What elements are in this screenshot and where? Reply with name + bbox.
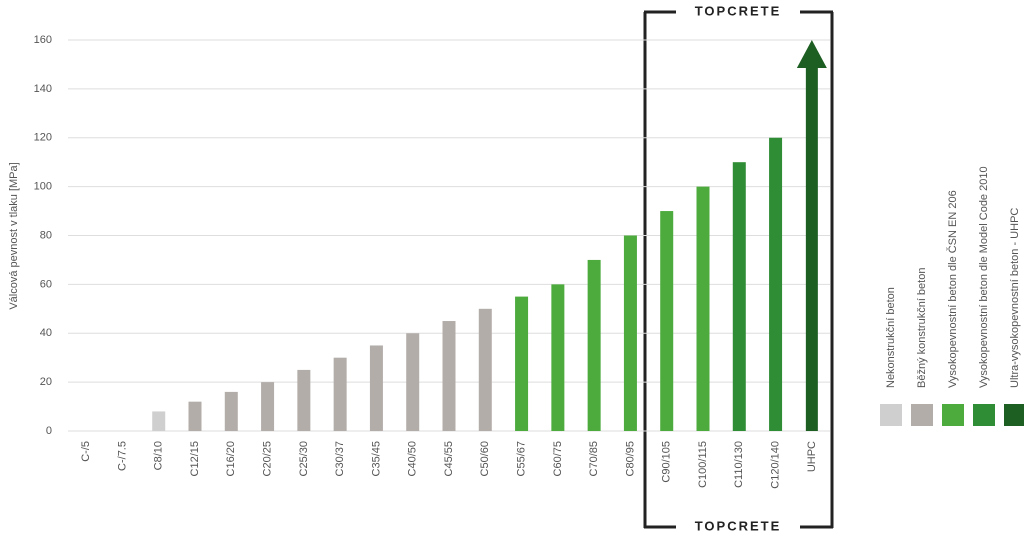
bar: [224, 391, 238, 431]
bar: [551, 284, 565, 431]
legend-swatch: [973, 404, 995, 426]
legend-label: Vysokopevnostní beton dle Model Code 201…: [978, 166, 990, 388]
y-tick-label: 80: [40, 229, 52, 241]
x-tick-label: C-/7.5: [116, 441, 128, 471]
y-tick-label: 100: [34, 181, 52, 193]
bar: [261, 382, 275, 431]
x-tick-label: C8/10: [153, 441, 165, 470]
annotation: TOPCRETE: [695, 518, 782, 533]
y-tick-label: 140: [34, 83, 52, 95]
legend-swatch: [880, 404, 902, 426]
y-tick-label: 0: [46, 425, 52, 437]
y-tick-label: 40: [40, 327, 52, 339]
y-tick-label: 120: [34, 132, 52, 144]
y-tick-label: 60: [40, 278, 52, 290]
x-tick-label: C100/115: [697, 441, 709, 488]
bar: [769, 137, 783, 431]
x-tick-label: C110/130: [733, 441, 745, 488]
x-tick-label: UHPC: [806, 441, 818, 472]
x-tick-label: C50/60: [479, 441, 491, 476]
bar: [406, 333, 420, 431]
annotation: TOPCRETE: [695, 3, 782, 18]
legend-swatch: [911, 404, 933, 426]
legend-swatch: [942, 404, 964, 426]
bar: [696, 186, 710, 431]
bar: [369, 345, 383, 431]
bar: [623, 235, 637, 431]
x-tick-label: C55/67: [515, 441, 527, 476]
x-tick-label: C90/105: [661, 441, 673, 483]
y-tick-label: 160: [34, 34, 52, 46]
x-tick-label: C30/37: [334, 441, 346, 476]
y-tick-label: 20: [40, 376, 52, 388]
legend-label: Běžný konstrukční beton: [916, 268, 928, 388]
x-tick-label: C45/55: [443, 441, 455, 476]
bar: [188, 401, 202, 431]
x-tick-label: C35/45: [370, 441, 382, 476]
legend-label: Ultra-vysokopevnostní beton - UHPC: [1009, 208, 1021, 388]
x-tick-label: C20/25: [261, 441, 273, 476]
x-tick-label: C120/140: [769, 441, 781, 489]
x-tick-label: C12/15: [189, 441, 201, 476]
x-tick-label: C40/50: [407, 441, 419, 476]
x-tick-label: C80/95: [624, 441, 636, 476]
arrow-bar: [796, 40, 827, 431]
y-axis-label: Válcová pevnost v tlaku [MPa]: [8, 162, 20, 309]
bar: [732, 162, 746, 431]
x-tick-label: C16/20: [225, 441, 237, 476]
topcrete-frame: [643, 10, 834, 529]
bar: [152, 411, 166, 431]
x-tick-label: C-/5: [80, 441, 92, 462]
x-tick-label: C70/85: [588, 441, 600, 476]
bar: [478, 308, 492, 431]
bar: [515, 296, 529, 431]
legend-label: Vysokopevnostní beton dle ČSN EN 206: [946, 190, 959, 388]
x-tick-label: C60/75: [552, 441, 564, 476]
bar: [333, 357, 347, 431]
bar: [660, 211, 674, 431]
legend-swatch: [1004, 404, 1024, 426]
x-tick-label: C25/30: [298, 441, 310, 476]
bar: [297, 369, 311, 431]
legend-label: Nekonstrukční beton: [885, 287, 897, 388]
bar: [587, 259, 601, 431]
bar: [442, 321, 456, 431]
